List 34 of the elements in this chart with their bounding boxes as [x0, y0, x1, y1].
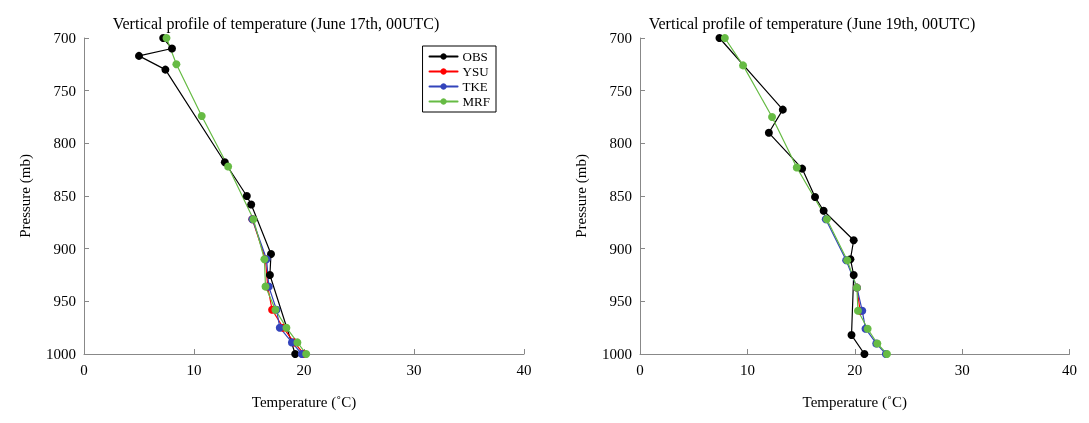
y-tick-label: 750 — [609, 82, 632, 99]
y-axis-title: Pressure (mb) — [16, 154, 34, 238]
y-tick-label: 850 — [53, 188, 76, 204]
x-tick-label: 40 — [1062, 361, 1077, 378]
y-tick-label: 700 — [609, 30, 632, 46]
chart-title: Vertical profile of temperature (June 17th, 00UTC) — [112, 14, 440, 33]
legend-label: OBS — [462, 49, 488, 64]
x-tick-label: 10 — [186, 361, 202, 378]
x-tick-label: 0 — [80, 361, 88, 378]
y-tick-label: 1000 — [46, 346, 76, 362]
y-tick-label: 800 — [609, 135, 632, 152]
x-tick-label: 20 — [296, 361, 312, 378]
y-tick-label: 700 — [53, 30, 76, 46]
x-tick-label: 0 — [636, 361, 644, 378]
y-tick-label: 1000 — [602, 346, 632, 362]
y-tick-label: 950 — [53, 293, 76, 310]
x-axis-title: Temperature (˚C) — [251, 393, 357, 411]
y-tick-label: 750 — [53, 82, 76, 99]
y-tick-label: 950 — [609, 293, 632, 310]
y-tick-label: 900 — [53, 240, 76, 257]
y-tick-label: 850 — [609, 188, 632, 204]
legend-label: TKE — [462, 79, 488, 94]
y-tick-label: 900 — [609, 240, 632, 257]
x-tick-label: 20 — [847, 361, 863, 378]
x-tick-label: 40 — [516, 361, 532, 378]
legend-label: MRF — [462, 94, 491, 109]
legend-label: YSU — [462, 64, 490, 79]
x-tick-label: 10 — [739, 361, 755, 378]
y-axis-title: Pressure (mb) — [572, 154, 590, 238]
x-tick-label: 30 — [954, 361, 970, 378]
chart-title: Vertical profile of temperature (June 19th, 00UTC) — [648, 14, 976, 33]
x-axis-title: Temperature (˚C) — [802, 393, 907, 411]
y-tick-label: 800 — [53, 135, 76, 152]
x-tick-label: 30 — [406, 361, 422, 378]
